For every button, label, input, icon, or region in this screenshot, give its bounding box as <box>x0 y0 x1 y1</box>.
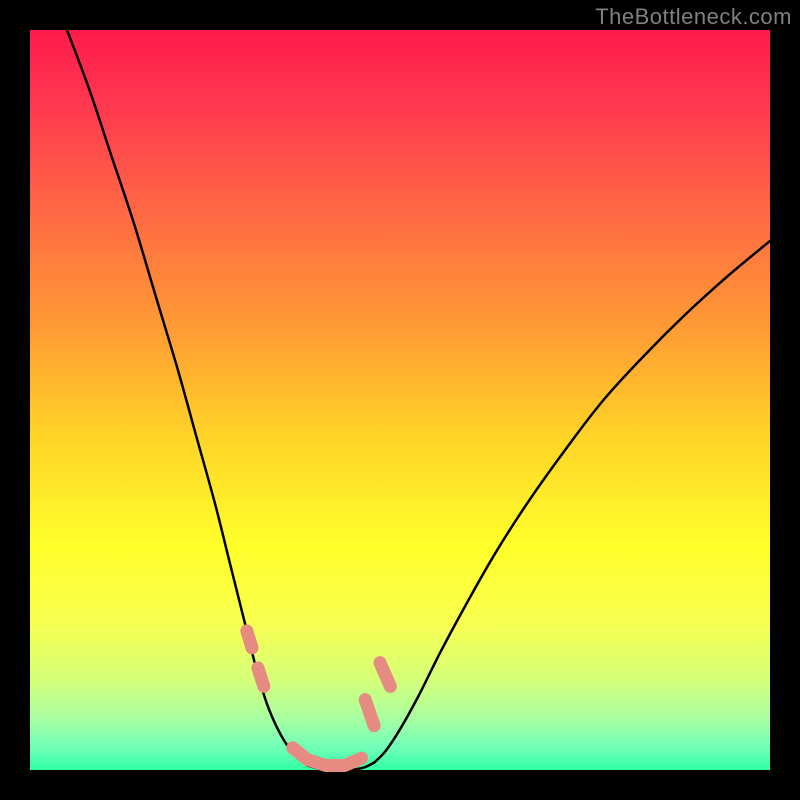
chart-frame: TheBottleneck.com <box>0 0 800 800</box>
marker-left-upper-dot <box>247 631 252 648</box>
watermark-text: TheBottleneck.com <box>595 4 792 30</box>
marker-right-lower-dot <box>365 700 374 726</box>
chart-svg <box>0 0 800 800</box>
marker-left-lower-dot <box>258 668 264 687</box>
plot-background <box>30 30 770 770</box>
